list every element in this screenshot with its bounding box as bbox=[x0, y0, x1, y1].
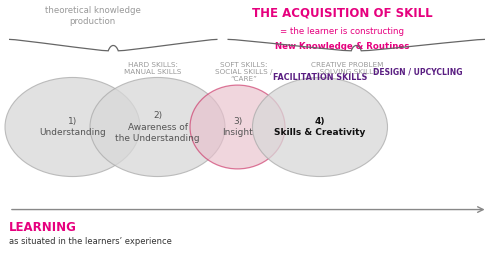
Text: = the learner is constructing: = the learner is constructing bbox=[280, 27, 404, 36]
Ellipse shape bbox=[90, 77, 225, 177]
Ellipse shape bbox=[190, 85, 285, 169]
Text: SOFT SKILLS:
SOCIAL SKILLS /
“CARE”: SOFT SKILLS: SOCIAL SKILLS / “CARE” bbox=[215, 62, 272, 82]
Text: HARD SKILLS:
MANUAL SKILLS: HARD SKILLS: MANUAL SKILLS bbox=[124, 62, 181, 75]
Text: LEARNING: LEARNING bbox=[9, 221, 77, 234]
Text: theoretical knowledge
production: theoretical knowledge production bbox=[44, 6, 140, 26]
Ellipse shape bbox=[252, 77, 388, 177]
Text: 4)
Skills & Creativity: 4) Skills & Creativity bbox=[274, 117, 366, 137]
Text: FACILITATION SKILLS: FACILITATION SKILLS bbox=[273, 73, 367, 82]
Text: 3)
Insight: 3) Insight bbox=[222, 117, 253, 137]
Text: 1)
Understanding: 1) Understanding bbox=[39, 117, 106, 137]
Text: 2)
Awareness of
the Understanding: 2) Awareness of the Understanding bbox=[115, 111, 200, 143]
Text: THE ACQUISITION OF SKILL: THE ACQUISITION OF SKILL bbox=[252, 6, 433, 19]
Text: DESIGN / UPCYCLING: DESIGN / UPCYCLING bbox=[373, 67, 462, 76]
Ellipse shape bbox=[5, 77, 140, 177]
Text: CREATIVE PROBLEM
-SOLVING SKILLS: CREATIVE PROBLEM -SOLVING SKILLS bbox=[312, 62, 384, 75]
Text: as situated in the learners’ experience: as situated in the learners’ experience bbox=[9, 237, 172, 246]
Text: New Knowledge & Routines: New Knowledge & Routines bbox=[276, 42, 409, 51]
